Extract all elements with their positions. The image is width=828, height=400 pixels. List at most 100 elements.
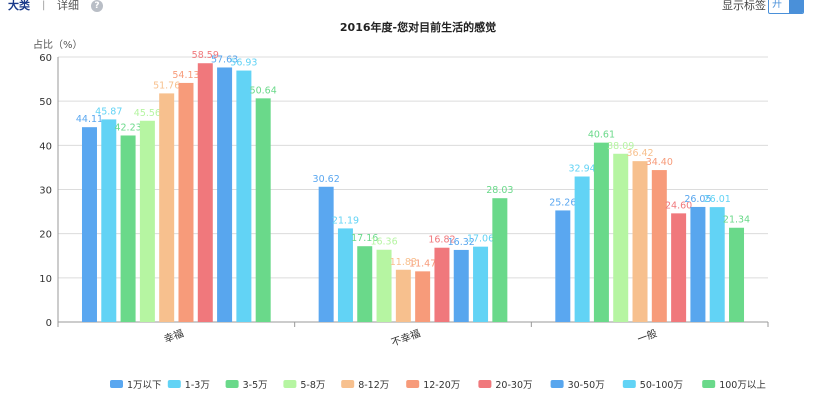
bar bbox=[101, 119, 117, 322]
data-label: 17.16 bbox=[351, 233, 378, 244]
data-label: 30.62 bbox=[313, 174, 340, 185]
x-tick-label: 幸福 bbox=[162, 327, 185, 346]
data-label: 32.94 bbox=[569, 164, 596, 175]
bar bbox=[357, 246, 373, 322]
legend-swatch bbox=[622, 380, 636, 388]
data-label: 25.26 bbox=[549, 197, 576, 208]
legend-label: 3-5万 bbox=[243, 380, 268, 391]
data-label: 54.13 bbox=[172, 70, 199, 81]
y-tick-label: 20 bbox=[39, 230, 52, 241]
data-label: 11.47 bbox=[409, 258, 436, 269]
bar bbox=[651, 170, 667, 322]
legend-label: 5-8万 bbox=[300, 380, 325, 391]
bar bbox=[318, 186, 334, 322]
legend-swatch bbox=[550, 380, 564, 388]
data-label: 40.61 bbox=[588, 130, 615, 141]
x-tick-label: 一般 bbox=[635, 327, 658, 346]
x-tick-label: 不幸福 bbox=[389, 327, 422, 349]
data-label: 26.01 bbox=[704, 194, 731, 205]
legend-swatch bbox=[406, 380, 420, 388]
bar bbox=[81, 127, 97, 322]
data-label: 42.23 bbox=[114, 122, 141, 133]
y-tick-label: 40 bbox=[39, 141, 52, 152]
data-label: 21.34 bbox=[723, 215, 750, 226]
data-label: 58.59 bbox=[192, 50, 219, 61]
bar bbox=[139, 120, 155, 322]
bar bbox=[690, 206, 706, 322]
data-label: 45.56 bbox=[134, 108, 161, 119]
data-label: 34.40 bbox=[646, 157, 673, 168]
bar bbox=[593, 142, 609, 322]
data-label: 56.93 bbox=[230, 58, 257, 69]
y-axis-label: 占比（%） bbox=[33, 38, 83, 51]
legend-label: 12-20万 bbox=[423, 380, 460, 391]
bar bbox=[217, 67, 233, 322]
legend-swatch bbox=[341, 380, 355, 388]
bar bbox=[574, 176, 590, 322]
data-label: 51.76 bbox=[153, 80, 180, 91]
y-tick-label: 60 bbox=[39, 53, 52, 64]
y-tick-label: 30 bbox=[39, 186, 52, 197]
y-tick-label: 0 bbox=[46, 318, 52, 329]
toggle-on-text: 开 bbox=[772, 0, 782, 10]
bar bbox=[337, 228, 353, 322]
bar bbox=[555, 210, 571, 322]
bar bbox=[255, 98, 271, 322]
bar bbox=[492, 198, 508, 322]
legend-swatch bbox=[283, 380, 297, 388]
bar bbox=[671, 213, 687, 322]
data-label: 21.19 bbox=[332, 215, 359, 226]
data-label: 44.11 bbox=[76, 114, 103, 125]
legend-label: 1万以下 bbox=[127, 380, 162, 391]
bar bbox=[709, 207, 725, 322]
data-label: 45.87 bbox=[95, 106, 122, 117]
tab-detail[interactable]: 详细 bbox=[57, 0, 79, 12]
bar bbox=[434, 247, 450, 322]
legend-swatch bbox=[110, 380, 123, 388]
show-labels-text: 显示标签 bbox=[722, 0, 766, 12]
data-label: 16.32 bbox=[448, 237, 475, 248]
legend-label: 1-3万 bbox=[185, 380, 210, 391]
data-label: 57.63 bbox=[211, 54, 238, 65]
legend-label: 8-12万 bbox=[358, 380, 389, 391]
data-label: 38.09 bbox=[607, 141, 634, 152]
legend-label: 20-30万 bbox=[495, 380, 532, 391]
data-label: 17.06 bbox=[467, 234, 494, 245]
chart-title: 2016年度-您对目前生活的感觉 bbox=[340, 20, 496, 34]
legend-swatch bbox=[702, 380, 716, 388]
y-tick-label: 10 bbox=[39, 274, 52, 285]
bar bbox=[453, 249, 469, 322]
bar bbox=[159, 93, 175, 322]
data-label: 16.36 bbox=[370, 237, 397, 248]
show-labels-toggle[interactable]: 开 bbox=[768, 0, 804, 14]
bar bbox=[473, 246, 489, 322]
bar bbox=[729, 227, 745, 322]
legend-swatch bbox=[225, 380, 239, 388]
legend-swatch bbox=[478, 380, 492, 388]
data-label: 50.64 bbox=[250, 85, 277, 96]
bar bbox=[613, 153, 629, 322]
bar bbox=[236, 70, 252, 322]
legend-label: 30-50万 bbox=[568, 380, 605, 391]
legend-swatch bbox=[167, 380, 181, 388]
legend-label: 100万以上 bbox=[719, 380, 766, 391]
bar bbox=[376, 249, 392, 322]
bar bbox=[415, 271, 431, 322]
bar bbox=[632, 161, 648, 322]
data-label: 28.03 bbox=[486, 185, 513, 196]
data-label: 24.60 bbox=[665, 200, 692, 211]
legend-label: 50-100万 bbox=[640, 380, 683, 391]
bar bbox=[197, 63, 213, 322]
bar bbox=[178, 82, 194, 322]
tab-major-category[interactable]: 大类 bbox=[8, 0, 30, 12]
data-label: 26.05 bbox=[684, 194, 711, 205]
toggle-knob bbox=[789, 0, 803, 13]
tab-separator: | bbox=[42, 0, 46, 11]
top-bar: 大类 | 详细 ? 显示标签 开 bbox=[0, 0, 828, 14]
data-label: 16.82 bbox=[428, 235, 455, 246]
data-label: 11.83 bbox=[390, 257, 417, 268]
bar bbox=[395, 269, 411, 322]
y-tick-label: 50 bbox=[39, 97, 52, 108]
help-icon[interactable]: ? bbox=[91, 0, 103, 12]
